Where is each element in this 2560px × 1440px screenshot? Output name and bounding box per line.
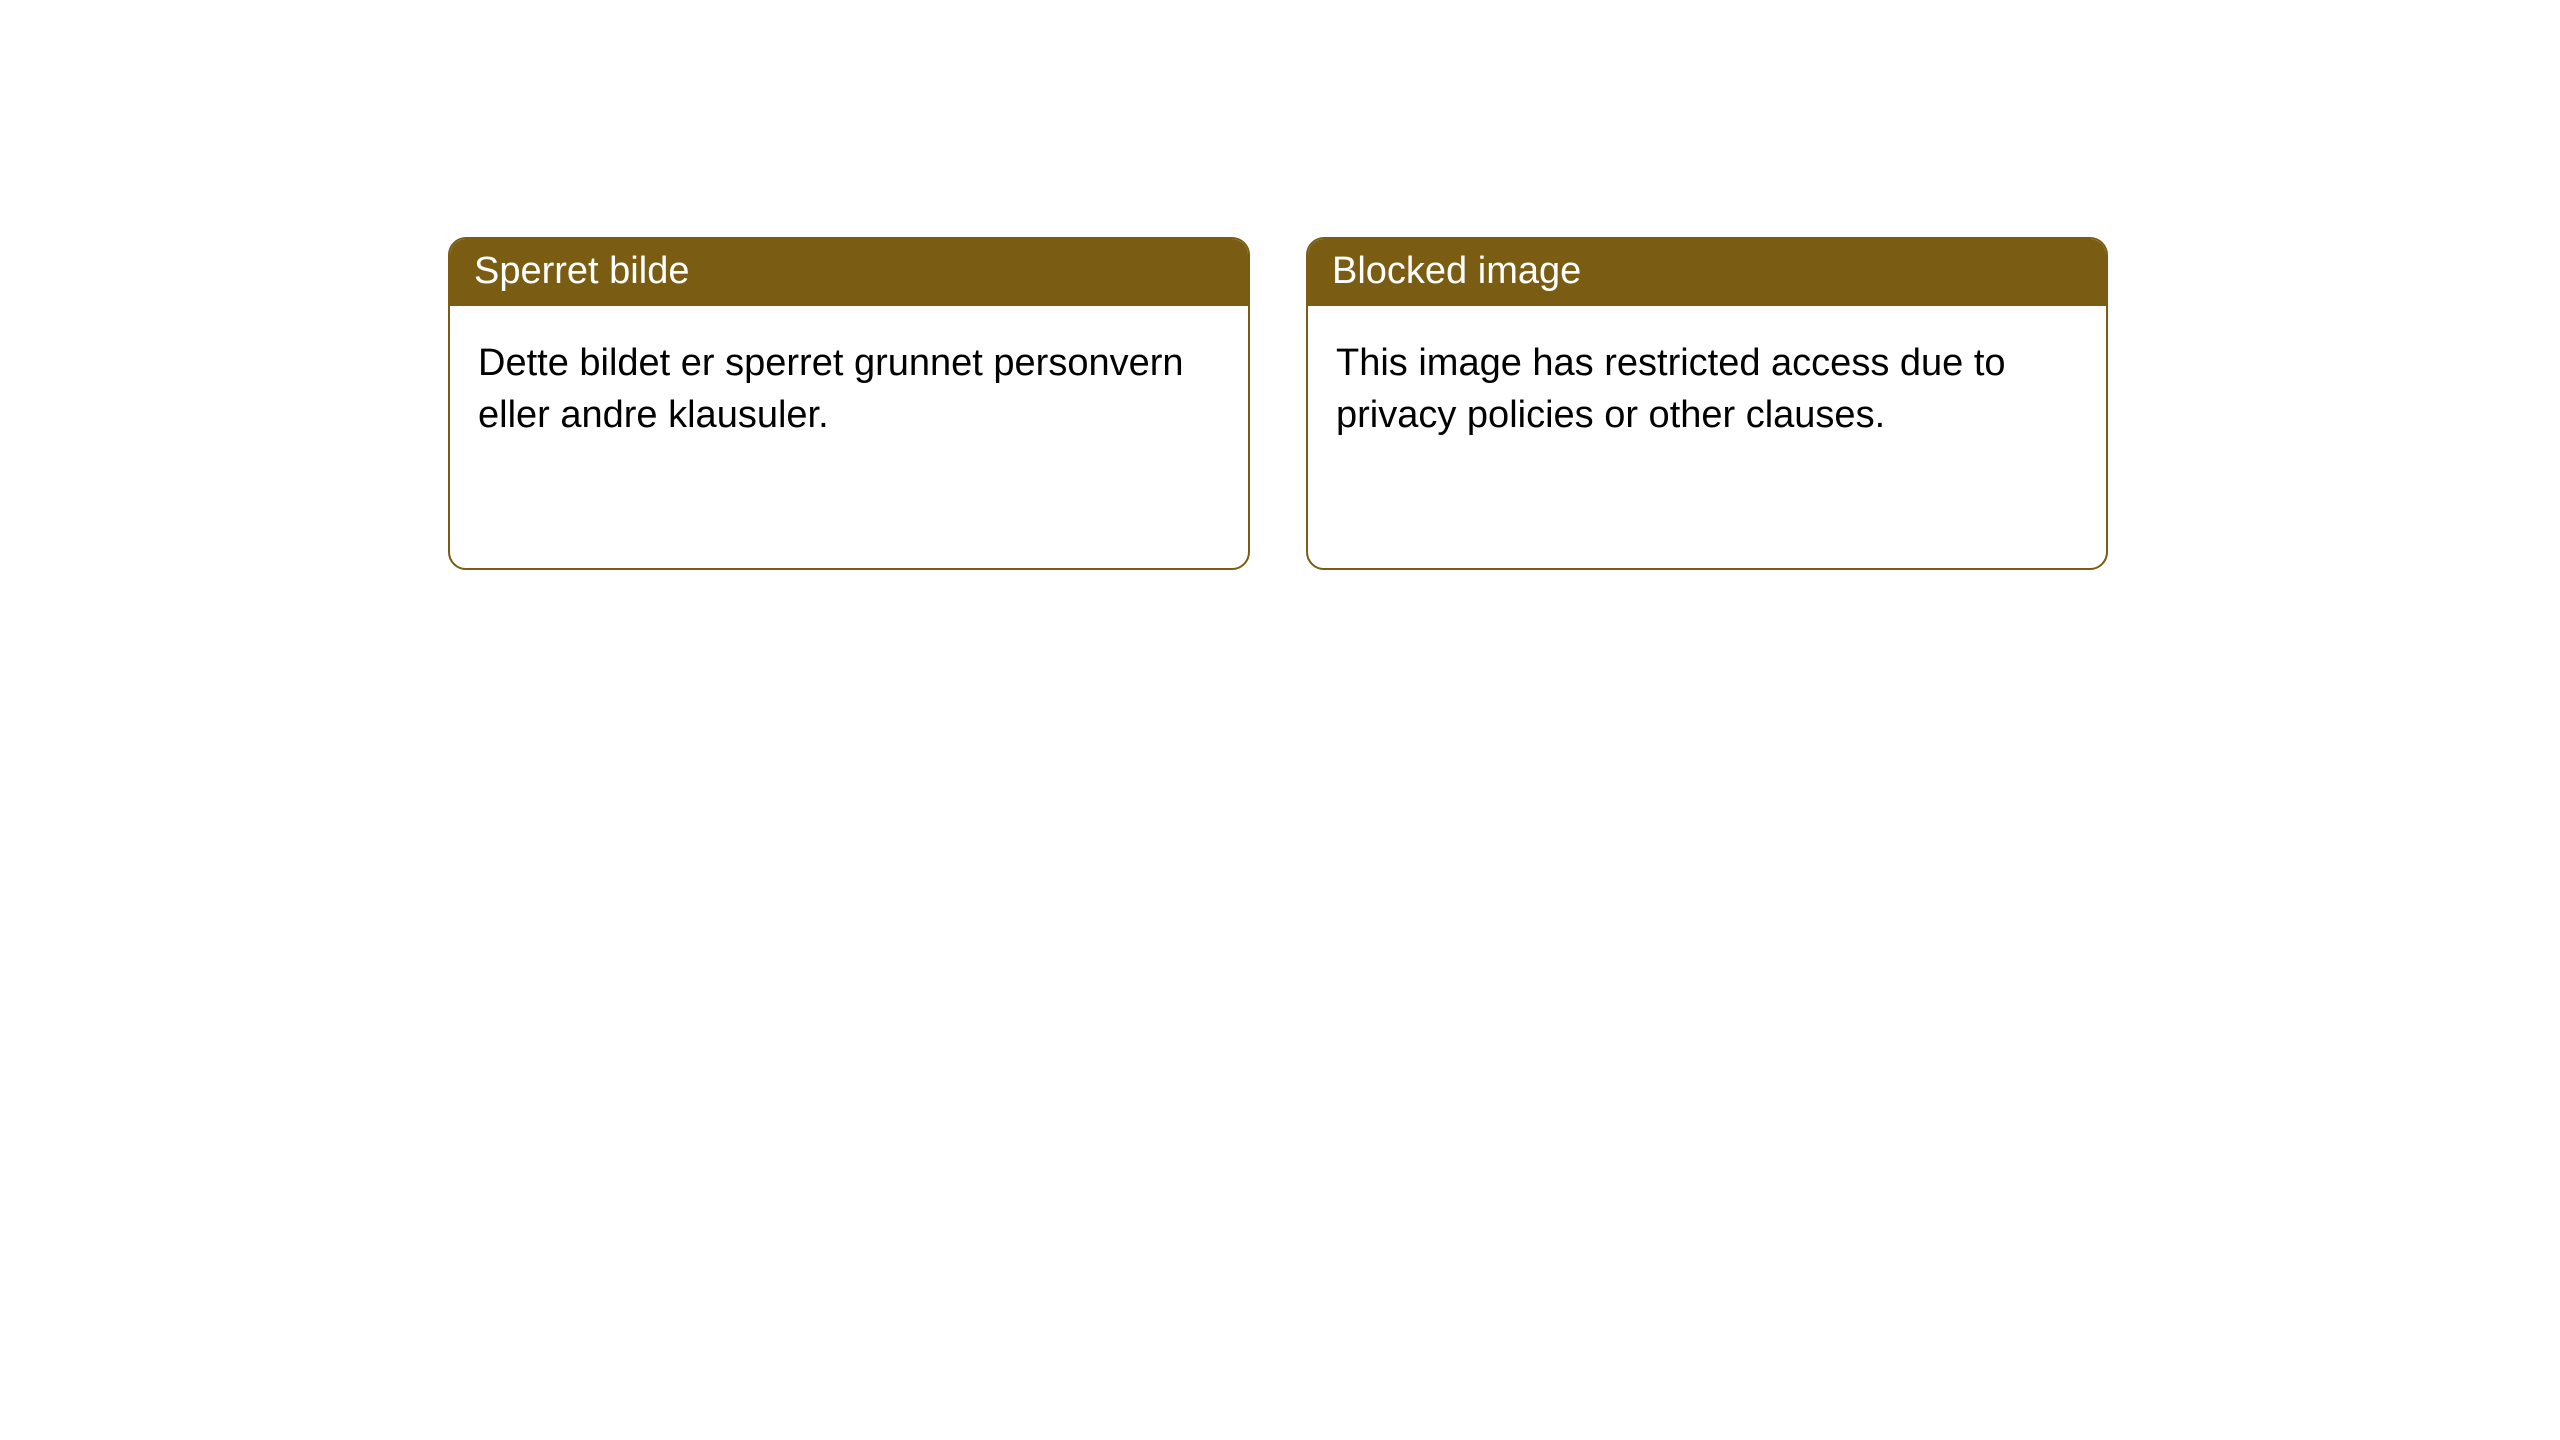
card-header: Sperret bilde xyxy=(450,239,1248,306)
card-body: This image has restricted access due to … xyxy=(1308,306,2106,473)
card-title: Sperret bilde xyxy=(474,250,689,292)
notice-card-english: Blocked image This image has restricted … xyxy=(1306,237,2108,570)
card-header: Blocked image xyxy=(1308,239,2106,306)
card-body-text: Dette bildet er sperret grunnet personve… xyxy=(478,342,1184,435)
notice-card-norwegian: Sperret bilde Dette bildet er sperret gr… xyxy=(448,237,1250,570)
card-title: Blocked image xyxy=(1332,250,1581,292)
card-body: Dette bildet er sperret grunnet personve… xyxy=(450,306,1248,473)
card-body-text: This image has restricted access due to … xyxy=(1336,342,2006,435)
notice-container: Sperret bilde Dette bildet er sperret gr… xyxy=(0,0,2560,570)
